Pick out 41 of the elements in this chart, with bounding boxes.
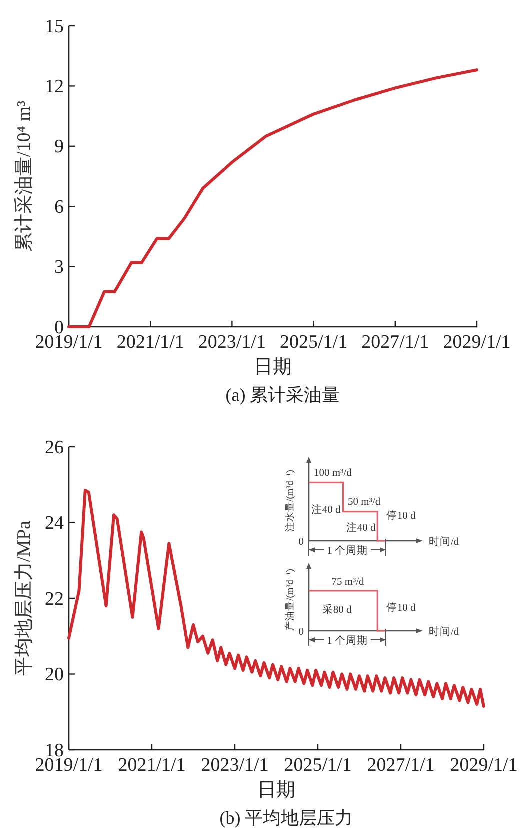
y-tick-label: 9	[54, 136, 64, 158]
x-tick-label: 2021/1/1	[118, 755, 186, 776]
x-tick-label: 2025/1/1	[280, 332, 348, 353]
x-tick-label: 2023/1/1	[201, 755, 269, 776]
text: 注水量/(m³d⁻¹)	[284, 470, 296, 532]
x-tick-label: 2029/1/1	[443, 332, 511, 353]
y-tick-label: 6	[54, 196, 64, 218]
annotation: 停10 d	[386, 602, 416, 614]
annotation: 100 m³/d	[314, 468, 353, 479]
text: 时间/d	[429, 535, 460, 548]
text: 产油量/(m³d⁻¹)	[284, 569, 296, 631]
y-axis-title: 平均地层压力/MPa	[14, 520, 35, 676]
annotation: 停10 d	[386, 510, 416, 522]
x-tick-label: 2029/1/1	[450, 755, 518, 776]
annotation: 1 个周期	[327, 635, 368, 647]
x-tick-label: 2027/1/1	[362, 332, 430, 353]
annotation: 注40 d	[311, 503, 342, 516]
y-tick-label: 22	[45, 588, 64, 610]
annotation: 注40 d	[346, 521, 376, 534]
annotation: 0	[298, 537, 304, 548]
x-tick-label: 2027/1/1	[367, 755, 435, 776]
annotation: 75 m³/d	[332, 577, 366, 588]
annotation: 1 个周期	[327, 545, 368, 557]
annotation: 0	[298, 627, 304, 638]
y-tick-label: 24	[45, 513, 64, 534]
annotation: 采80 d	[322, 603, 352, 616]
y-tick-label: 15	[45, 16, 64, 38]
text: (b) 平均地层压力	[220, 808, 354, 828]
text: 时间/d	[429, 625, 460, 638]
y-tick-label: 3	[54, 257, 64, 278]
annotation: 50 m³/d	[348, 497, 382, 508]
y-tick-label: 26	[45, 437, 64, 458]
x-axis-title: 日期	[254, 357, 292, 378]
x-axis-title: 日期	[258, 780, 296, 801]
y-axis-title: 累计采油量/10⁴ m³	[14, 100, 35, 252]
text: (a) 累计采油量	[226, 385, 340, 405]
x-tick-label: 2021/1/1	[116, 332, 184, 353]
x-tick-label: 2025/1/1	[284, 755, 352, 776]
y-tick-label: 12	[45, 76, 64, 98]
y-tick-label: 20	[45, 664, 64, 686]
x-tick-label: 2023/1/1	[198, 332, 266, 353]
